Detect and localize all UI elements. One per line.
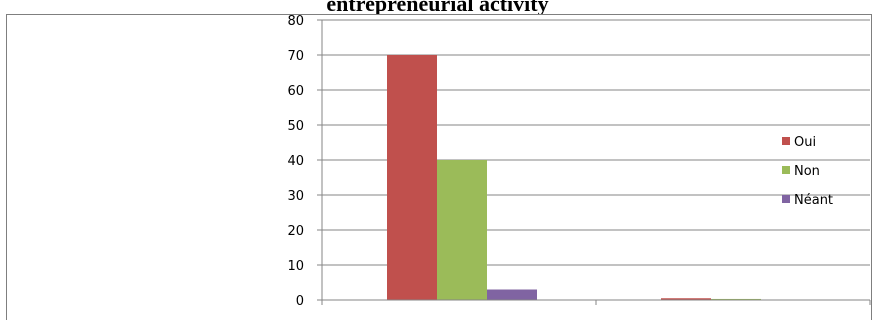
y-tick-label: 40 [287, 154, 304, 169]
y-tick-label: 50 [287, 119, 304, 134]
chart-title: entrepreneurial activity [326, 0, 549, 16]
legend-label: Oui [794, 135, 816, 150]
legend-label: Non [794, 164, 820, 179]
legend-label: Néant [794, 193, 833, 208]
legend-swatch [782, 137, 790, 145]
bar-non-1 [437, 160, 487, 300]
bar-oui-2 [661, 298, 711, 300]
bar-n-ant-1 [487, 289, 537, 300]
y-tick-label: 30 [287, 189, 304, 204]
legend-swatch [782, 166, 790, 174]
legend-swatch [782, 195, 790, 203]
y-tick-label: 20 [287, 224, 304, 239]
y-tick-label: 80 [287, 14, 304, 29]
bar-oui-1 [387, 55, 437, 300]
y-tick-label: 60 [287, 84, 304, 99]
bar-non-2 [711, 298, 761, 300]
y-tick-label: 0 [296, 294, 304, 309]
y-tick-label: 10 [287, 259, 304, 274]
y-tick-label: 70 [287, 49, 304, 64]
